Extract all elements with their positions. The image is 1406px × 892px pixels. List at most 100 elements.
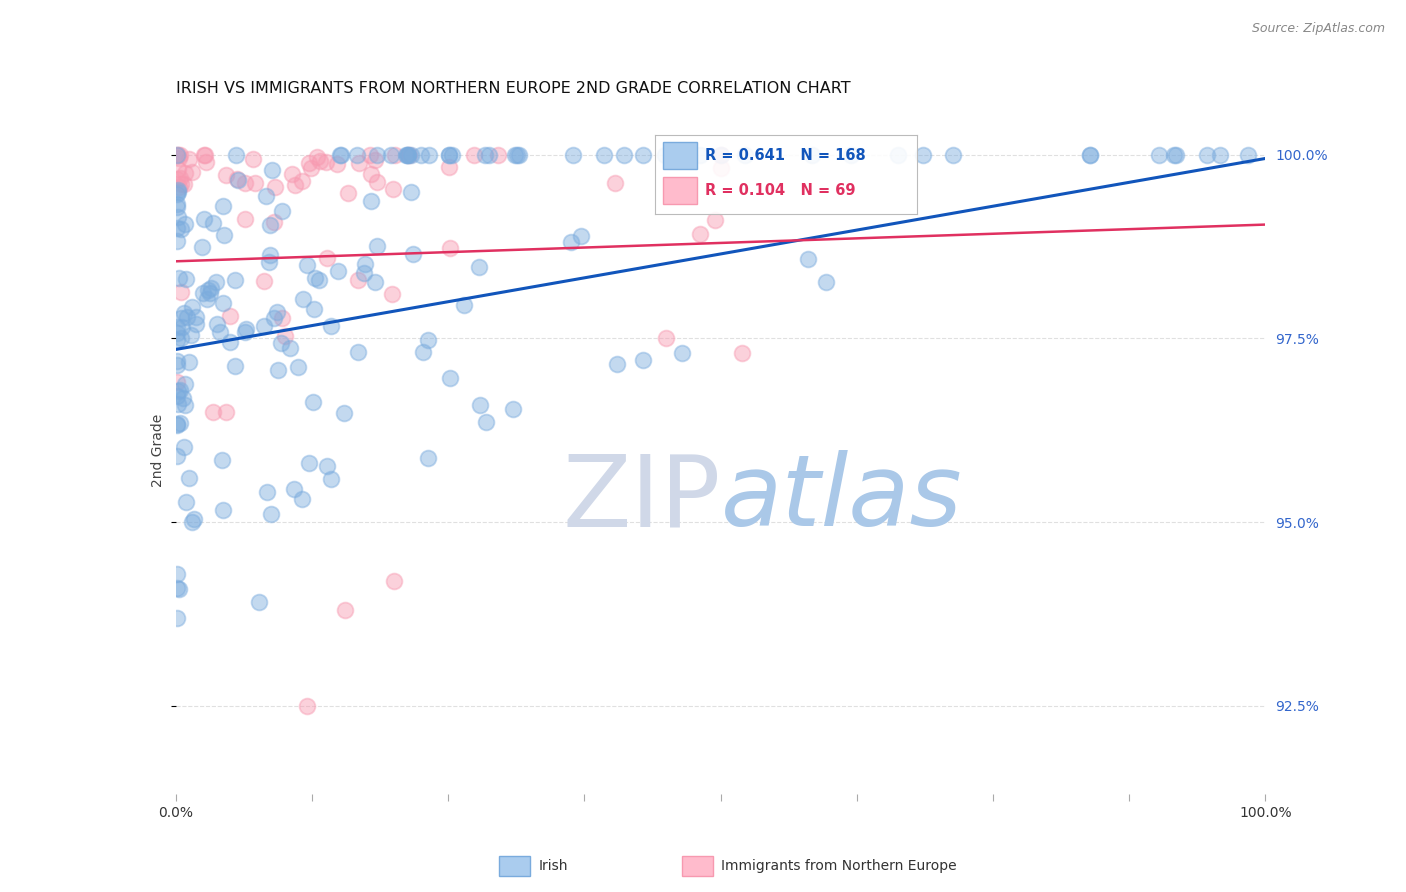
Point	[302, 394, 325, 409]
Point	[329, 148, 352, 162]
Point	[302, 302, 325, 317]
Point	[166, 417, 188, 432]
Y-axis label: 2nd Grade: 2nd Grade	[152, 414, 166, 487]
Point	[1149, 148, 1171, 162]
Point	[194, 148, 217, 162]
Point	[166, 450, 188, 464]
Point	[166, 200, 188, 214]
Point	[710, 161, 733, 175]
Point	[309, 153, 332, 168]
Point	[395, 148, 418, 162]
Point	[655, 331, 678, 345]
Point	[801, 148, 824, 162]
Point	[710, 148, 733, 162]
Text: R = 0.104   N = 69: R = 0.104 N = 69	[704, 183, 855, 198]
Point	[259, 248, 281, 262]
Point	[364, 153, 387, 167]
Point	[409, 148, 432, 162]
Point	[474, 148, 496, 162]
Point	[439, 148, 461, 162]
Point	[271, 203, 294, 218]
Point	[295, 698, 318, 713]
Point	[214, 227, 236, 242]
Point	[347, 273, 370, 287]
Point	[212, 199, 235, 213]
Point	[173, 440, 195, 454]
Point	[205, 317, 228, 331]
Point	[298, 456, 321, 470]
Point	[305, 151, 328, 165]
Point	[167, 582, 190, 596]
Point	[396, 148, 419, 162]
Point	[166, 220, 188, 235]
FancyBboxPatch shape	[664, 178, 697, 204]
Point	[259, 218, 281, 232]
Point	[360, 167, 382, 181]
Point	[396, 148, 419, 162]
Point	[1078, 148, 1101, 162]
Point	[260, 507, 283, 521]
Point	[195, 155, 218, 169]
Point	[353, 267, 375, 281]
Point	[177, 471, 200, 485]
Point	[603, 176, 626, 190]
Point	[399, 185, 422, 199]
Point	[254, 188, 277, 202]
Point	[233, 177, 256, 191]
Point	[184, 310, 207, 324]
Text: R = 0.641   N = 168: R = 0.641 N = 168	[704, 148, 866, 163]
Point	[1236, 148, 1258, 162]
Point	[470, 398, 492, 412]
Point	[226, 173, 249, 187]
Point	[263, 215, 285, 229]
Point	[257, 255, 280, 269]
Point	[167, 185, 190, 199]
Point	[169, 285, 191, 300]
Point	[267, 363, 290, 377]
Point	[328, 264, 350, 278]
Point	[224, 272, 246, 286]
Point	[299, 161, 322, 175]
Point	[266, 304, 288, 318]
Point	[346, 148, 368, 162]
Point	[1078, 148, 1101, 162]
Point	[815, 276, 838, 290]
Point	[366, 239, 388, 253]
Point	[170, 178, 193, 192]
Point	[173, 399, 195, 413]
Point	[262, 162, 284, 177]
Point	[284, 178, 307, 192]
Point	[333, 603, 356, 617]
Point	[437, 148, 460, 162]
Point	[167, 162, 190, 177]
Point	[166, 333, 188, 347]
Point	[173, 306, 195, 320]
Text: Source: ZipAtlas.com: Source: ZipAtlas.com	[1251, 22, 1385, 36]
Point	[166, 234, 188, 248]
Point	[201, 405, 224, 419]
Point	[274, 328, 297, 343]
Point	[166, 417, 188, 432]
Point	[710, 148, 733, 162]
Point	[264, 180, 287, 194]
Point	[468, 260, 491, 274]
Point	[167, 179, 190, 194]
Point	[197, 283, 219, 297]
Point	[166, 354, 188, 368]
Point	[172, 391, 194, 405]
Point	[166, 376, 188, 390]
Point	[380, 148, 402, 162]
Point	[212, 296, 235, 310]
Point	[366, 148, 388, 162]
Point	[502, 401, 524, 416]
Point	[287, 360, 309, 375]
Point	[332, 406, 354, 420]
Point	[191, 240, 214, 254]
Point	[193, 211, 215, 226]
Point	[1209, 148, 1232, 162]
Point	[174, 217, 197, 231]
Point	[359, 148, 381, 162]
Point	[297, 258, 319, 272]
Point	[172, 319, 194, 334]
Point	[463, 148, 485, 162]
